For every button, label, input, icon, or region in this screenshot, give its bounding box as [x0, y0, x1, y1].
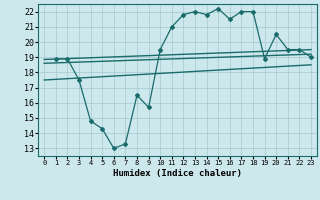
X-axis label: Humidex (Indice chaleur): Humidex (Indice chaleur) — [113, 169, 242, 178]
